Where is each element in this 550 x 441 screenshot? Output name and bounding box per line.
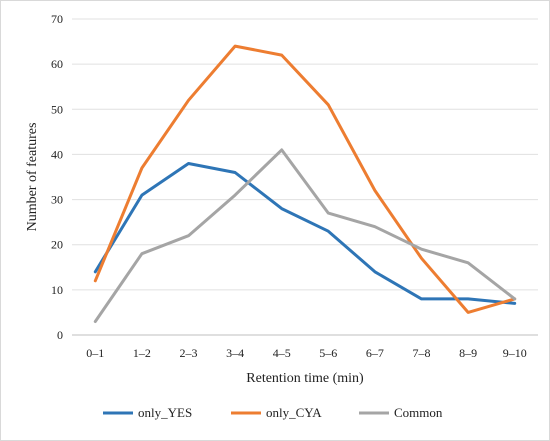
y-tick-label: 70 [51,12,63,26]
series-line-only-yes [93,162,517,305]
legend: only_YES only_CYA Common [103,405,443,420]
x-tick-label: 0–1 [86,346,104,360]
x-tick-label: 8–9 [459,346,477,360]
y-tick-label: 10 [51,283,63,297]
y-axis-ticks: 0 10 20 30 40 50 60 70 [51,12,63,342]
y-tick-label: 40 [51,147,63,161]
x-tick-label: 2–3 [180,346,198,360]
x-tick-label: 3–4 [226,346,244,360]
x-tick-label: 6–7 [366,346,384,360]
x-axis-title: Retention time (min) [246,371,364,386]
x-tick-label: 4–5 [273,346,291,360]
legend-label: only_YES [138,405,192,420]
y-tick-label: 0 [57,328,63,342]
gridlines [72,18,538,336]
y-tick-label: 20 [51,238,63,252]
y-tick-label: 60 [51,57,63,71]
series-line-common [93,148,517,323]
series-lines [93,44,517,323]
legend-label: Common [394,405,443,420]
legend-item: only_YES [103,405,192,420]
x-tick-label: 5–6 [319,346,337,360]
legend-item: only_CYA [231,405,322,420]
series-line-only-cya [93,44,517,314]
x-axis-ticks: 0–1 1–2 2–3 3–4 4–5 5–6 6–7 7–8 8–9 9–10 [86,346,526,360]
x-tick-label: 1–2 [133,346,151,360]
legend-label: only_CYA [266,405,322,420]
legend-item: Common [359,405,443,420]
x-tick-label: 9–10 [503,346,527,360]
y-axis-title: Number of features [25,123,40,232]
y-tick-label: 50 [51,102,63,116]
x-tick-label: 7–8 [413,346,431,360]
y-tick-label: 30 [51,193,63,207]
